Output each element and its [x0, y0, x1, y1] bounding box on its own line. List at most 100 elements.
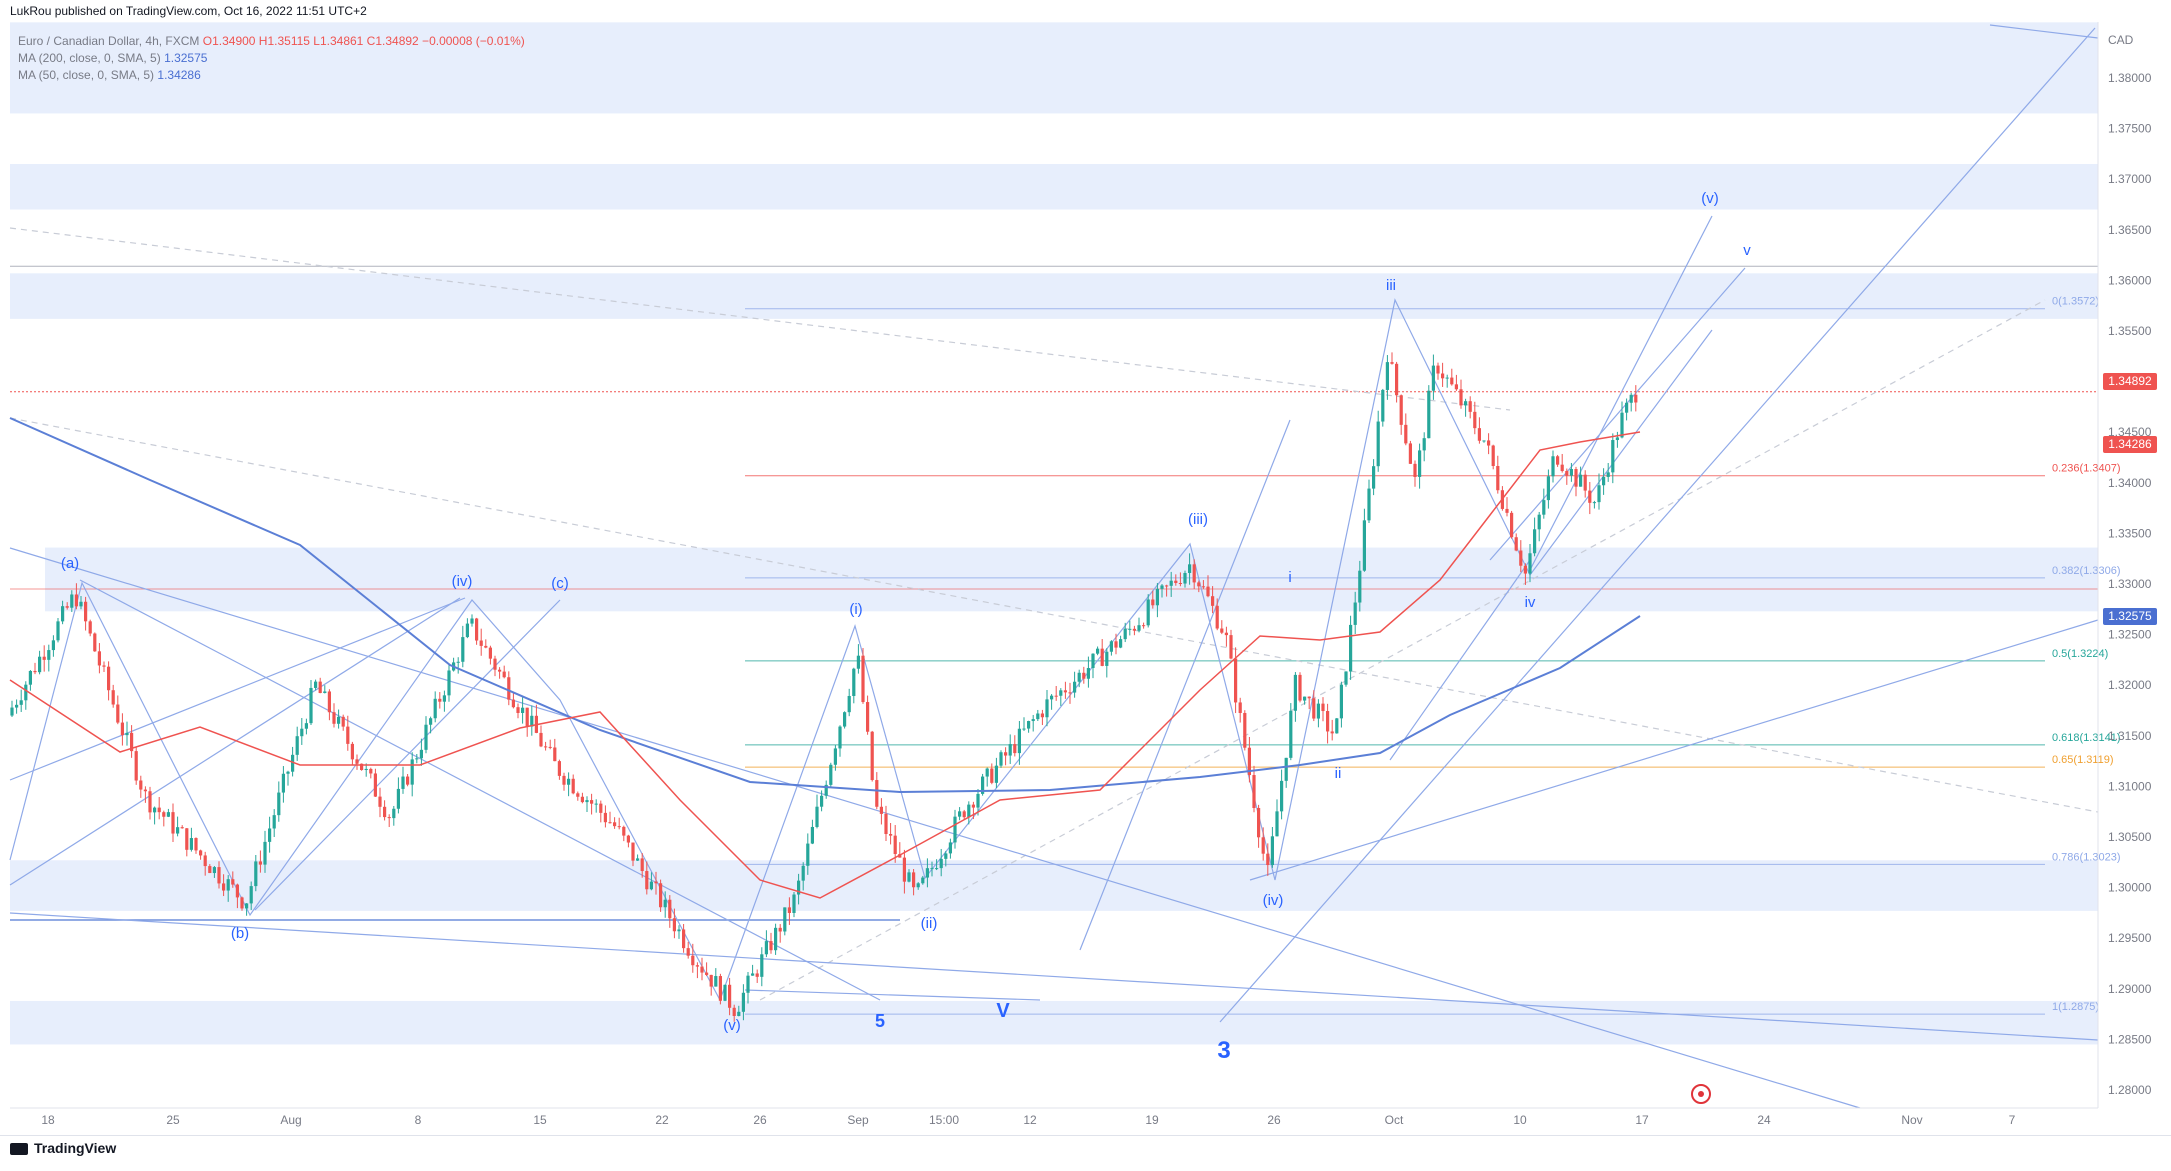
- candle-body: [1597, 485, 1601, 503]
- candle-body: [1261, 837, 1265, 854]
- candle-body: [166, 812, 170, 817]
- candle-body: [1293, 674, 1297, 711]
- candle-body: [562, 775, 566, 785]
- time-tick-label: 18: [41, 1113, 55, 1127]
- candle-body: [585, 800, 589, 803]
- price-chart[interactable]: (a)(b)(c)(iv)(v) 5 V3(i)(ii)(iii)(iv)(v)ii…: [0, 0, 2171, 1135]
- candle-body: [148, 791, 152, 813]
- candle-body: [792, 894, 796, 913]
- candle-body: [833, 748, 837, 765]
- candle-body: [999, 752, 1003, 766]
- candle-body: [429, 718, 433, 725]
- candle-body: [1059, 690, 1063, 696]
- candle-body: [410, 759, 414, 785]
- candle-body: [944, 853, 948, 859]
- candle-body: [1091, 653, 1095, 669]
- ma50-line: [9, 431, 1641, 899]
- candle-body: [714, 976, 718, 987]
- candle-body: [838, 726, 842, 749]
- time-tick-label: 10: [1513, 1113, 1527, 1127]
- candle-body: [1629, 394, 1633, 403]
- wave-label: (b): [231, 925, 249, 942]
- candle-body: [1358, 570, 1362, 603]
- candle-body: [668, 899, 672, 919]
- candle-body: [1588, 490, 1592, 503]
- tradingview-logo-icon: [10, 1143, 28, 1156]
- candle-body: [760, 954, 764, 977]
- candle-body: [1326, 711, 1330, 732]
- candle-body: [1615, 437, 1619, 441]
- time-tick-label: 17: [1635, 1113, 1649, 1127]
- candle-body: [590, 800, 594, 804]
- tradingview-logo[interactable]: TradingView: [10, 1140, 116, 1156]
- candle-body: [226, 879, 230, 891]
- price-tick-label: 1.28000: [2108, 1083, 2152, 1097]
- time-tick-label: 19: [1145, 1113, 1159, 1127]
- candle-body: [323, 691, 327, 694]
- candle-body: [314, 681, 318, 688]
- candle-body: [553, 747, 557, 762]
- candle-body: [461, 637, 465, 662]
- ma50-price-tag: 1.34286: [2103, 436, 2157, 453]
- candle-body: [456, 661, 460, 663]
- candle-body: [1119, 639, 1123, 648]
- fib-label: 0.382(1.3306): [2052, 565, 2121, 577]
- price-axis: CAD 1.38000 1.37500 1.37000 1.36500 1.36000 1.…: [2108, 33, 2152, 1097]
- candle-body: [930, 868, 934, 870]
- candle-body: [1224, 632, 1228, 636]
- candle-body: [1257, 808, 1261, 838]
- moving-averages-layer: [9, 417, 1641, 899]
- time-tick-label: Sep: [847, 1113, 869, 1127]
- wave-label: (c): [551, 575, 569, 592]
- candle-body: [102, 665, 106, 667]
- candle-body: [1579, 474, 1583, 487]
- candle-body: [659, 883, 663, 908]
- candle-body: [217, 867, 221, 884]
- candle-body: [424, 724, 428, 750]
- candle-body: [1197, 582, 1201, 587]
- legend-ma50[interactable]: MA (50, close, 0, SMA, 5) 1.34286: [18, 68, 201, 82]
- candle-body: [1004, 752, 1008, 756]
- candle-body: [1275, 811, 1279, 837]
- candle-body: [935, 868, 939, 870]
- candle-body: [1266, 853, 1270, 866]
- candle-body: [1418, 450, 1422, 477]
- candle-body: [392, 808, 396, 819]
- candle-body: [1592, 502, 1596, 504]
- candle-body: [594, 803, 598, 805]
- candle-body: [608, 822, 612, 824]
- candle-body: [1330, 731, 1334, 734]
- candle-body: [875, 780, 879, 807]
- candle-body: [525, 707, 529, 727]
- time-axis: 18 25 Aug 8 15 22 26 Sep 15:00 12 19 26 Oct 10 17 24 Nov…: [41, 1113, 2015, 1127]
- candle-body: [125, 732, 129, 736]
- candle-body: [1381, 389, 1385, 422]
- candle-body: [829, 764, 833, 785]
- candle-body: [654, 881, 658, 884]
- candle-body: [438, 698, 442, 702]
- candle-body: [967, 804, 971, 818]
- candle-body: [1284, 757, 1288, 781]
- candle-body: [985, 768, 989, 777]
- time-tick-label: 26: [753, 1113, 767, 1127]
- candle-body: [1427, 390, 1431, 439]
- price-tick-label: 1.36500: [2108, 223, 2152, 237]
- candle-body: [870, 731, 874, 781]
- candle-body: [1114, 641, 1118, 648]
- candle-body: [787, 907, 791, 913]
- candle-body: [1583, 474, 1587, 491]
- candle-body: [355, 759, 359, 764]
- candle-body: [1160, 585, 1164, 589]
- event-marker-icon[interactable]: [1691, 1084, 1711, 1104]
- legend-ma200[interactable]: MA (200, close, 0, SMA, 5) 1.32575: [18, 51, 207, 65]
- candle-body: [318, 681, 322, 694]
- candle-body: [1155, 588, 1159, 606]
- candle-body: [153, 807, 157, 813]
- candle-body: [672, 918, 676, 932]
- wave-label: (iv): [1263, 892, 1284, 909]
- candle-body: [1551, 456, 1555, 477]
- candle-body: [921, 877, 925, 884]
- candle-body: [47, 650, 51, 660]
- candle-body: [1436, 365, 1440, 374]
- trend-line: [1989, 24, 2099, 39]
